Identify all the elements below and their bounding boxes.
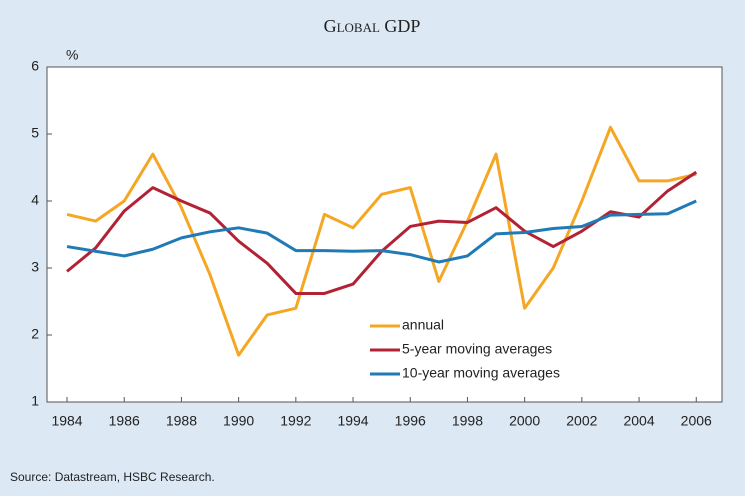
y-tick-label: 6 — [31, 58, 39, 74]
source: Source: Datastream, HSBC Research. — [10, 470, 215, 484]
x-tick-label: 1992 — [280, 413, 311, 429]
x-tick-label: 1996 — [395, 413, 426, 429]
x-tick-label: 2006 — [681, 413, 712, 429]
y-tick-label: 5 — [31, 125, 39, 141]
y-tick-label: 4 — [31, 192, 39, 208]
legend-label: 10-year moving averages — [402, 365, 560, 381]
x-tick-label: 2000 — [509, 413, 540, 429]
x-tick-label: 1994 — [337, 413, 368, 429]
legend-label: 5-year moving averages — [402, 341, 552, 357]
x-tick-label: 2004 — [623, 413, 654, 429]
y-unit: % — [66, 47, 78, 63]
x-tick-label: 1998 — [452, 413, 483, 429]
legend-label: annual — [402, 317, 444, 333]
chart-title: Global GDP — [324, 16, 421, 36]
y-tick-label: 3 — [31, 259, 39, 275]
y-tick-label: 1 — [31, 393, 39, 409]
series-line — [66, 199, 697, 264]
x-tick-label: 1990 — [223, 413, 254, 429]
x-tick-label: 1984 — [51, 413, 82, 429]
x-tick-label: 2002 — [566, 413, 597, 429]
x-tick-label: 1986 — [109, 413, 140, 429]
y-tick-label: 2 — [31, 326, 39, 342]
x-tick-label: 1988 — [166, 413, 197, 429]
series-line — [66, 125, 697, 357]
plot-area — [46, 66, 723, 403]
